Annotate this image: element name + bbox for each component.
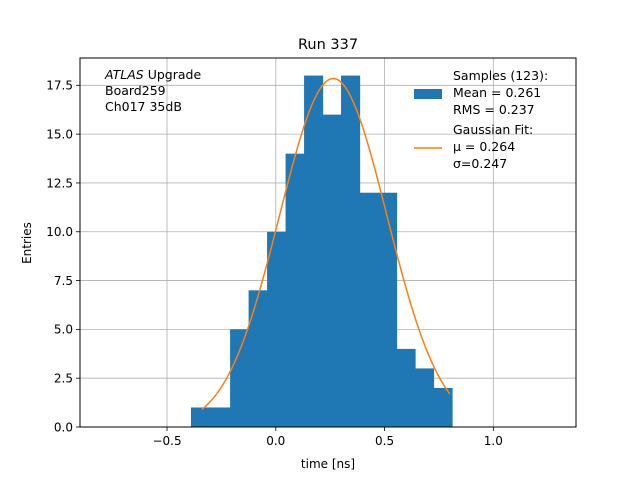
- histogram-bars: [190, 75, 453, 428]
- y-tick-label: 2.5: [54, 371, 73, 385]
- histogram-bar: [322, 114, 342, 427]
- legend-label: RMS = 0.237: [453, 102, 535, 117]
- x-tick-label: −0.5: [152, 434, 181, 448]
- y-tick-label: 7.5: [54, 274, 73, 288]
- legend-label: Gaussian Fit:: [453, 122, 533, 137]
- histogram-bar: [248, 290, 268, 427]
- legend-label: Mean = 0.261: [453, 85, 541, 100]
- annotation-line: Ch017 35dB: [105, 99, 182, 114]
- y-tick-label: 5.0: [54, 323, 73, 337]
- legend-patch-samples: [414, 89, 442, 99]
- histogram-bar: [433, 387, 453, 427]
- y-axis-ticks: 0.0 2.5 5.0 7.5 10.0 12.5 15.0 17.5: [46, 79, 80, 434]
- histogram-bar: [415, 368, 435, 427]
- annotation-line: Board259: [105, 83, 166, 98]
- legend-label: Samples (123):: [453, 68, 548, 83]
- histogram-bar: [230, 329, 250, 427]
- y-tick-label: 10.0: [46, 225, 73, 239]
- legend-label: μ = 0.264: [453, 139, 515, 154]
- histogram-bar: [359, 192, 379, 427]
- x-tick-label: 0.0: [266, 434, 285, 448]
- y-axis-label: Entries: [20, 222, 34, 264]
- chart-title: Run 337: [298, 37, 358, 53]
- histogram-bar: [378, 192, 398, 427]
- legend-label: σ=0.247: [453, 156, 507, 171]
- histogram-bar: [210, 407, 231, 427]
- x-axis-ticks: −0.5 0.0 0.5 1.0: [152, 427, 503, 448]
- plot-frame: [79, 57, 577, 428]
- y-tick-label: 0.0: [54, 420, 73, 434]
- histogram-bar: [267, 231, 287, 427]
- gaussian-fit-curve: [201, 77, 451, 411]
- histogram-bar: [285, 153, 305, 427]
- y-tick-label: 15.0: [46, 127, 73, 141]
- x-tick-label: 0.5: [375, 434, 394, 448]
- x-axis-label: time [ns]: [301, 457, 355, 471]
- annotation-box: ATLAS Upgrade Board259 Ch017 35dB: [104, 67, 201, 114]
- y-tick-label: 12.5: [46, 176, 73, 190]
- legend: Samples (123): Mean = 0.261 RMS = 0.237 G…: [414, 68, 548, 171]
- histogram-bar: [304, 75, 324, 428]
- y-tick-label: 17.5: [46, 79, 73, 93]
- x-tick-label: 1.0: [484, 434, 503, 448]
- histogram-bar: [396, 348, 416, 427]
- annotation-line: ATLAS Upgrade: [104, 67, 201, 82]
- histogram-bar: [190, 407, 212, 427]
- histogram-bar: [341, 75, 361, 428]
